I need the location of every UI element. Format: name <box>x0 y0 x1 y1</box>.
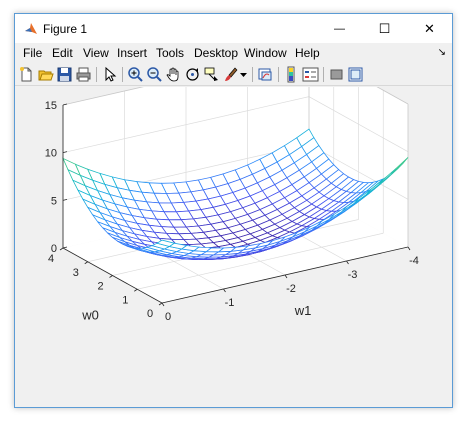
z-tick-label: 0 <box>51 243 57 255</box>
y-tick <box>84 261 88 265</box>
minimize-icon: — <box>334 22 345 35</box>
pan-icon[interactable] <box>165 66 182 83</box>
y-tick <box>109 275 113 278</box>
surface-patch <box>156 239 176 247</box>
close-button[interactable]: ✕ <box>407 14 452 43</box>
y-tick <box>59 247 64 251</box>
figure-window: Figure 1 — ☐ ✕ File Edit View Insert Too… <box>14 13 453 408</box>
legend-icon[interactable] <box>302 66 319 83</box>
link-plot-icon[interactable] <box>257 66 274 83</box>
y-tick-label: 3 <box>73 267 79 279</box>
x-tick-label: -3 <box>348 269 358 281</box>
close-icon: ✕ <box>424 20 435 36</box>
data-cursor-icon[interactable] <box>203 66 220 83</box>
open-file-icon[interactable] <box>37 66 54 83</box>
z-tick <box>62 246 68 249</box>
brush-icon[interactable] <box>222 66 239 83</box>
x-tick <box>346 260 349 265</box>
rotate-3d-icon[interactable] <box>184 66 201 83</box>
hide-plot-tools-icon[interactable] <box>328 66 345 83</box>
y-tick <box>158 302 163 306</box>
z-tick-label: 5 <box>51 195 57 207</box>
menu-desktop[interactable]: Desktop <box>194 46 239 60</box>
z-tick-label: 15 <box>45 100 57 112</box>
zoom-out-icon[interactable] <box>146 66 163 83</box>
y-tick-label: 4 <box>48 253 54 265</box>
menu-view[interactable]: View <box>83 46 109 60</box>
x-tick <box>407 246 411 251</box>
y-tick <box>134 288 138 292</box>
y-tick-label: 2 <box>97 281 103 293</box>
x-tick-label: -1 <box>225 297 235 309</box>
dock-arrow-icon[interactable]: ↘ <box>437 47 446 58</box>
minimize-button[interactable]: — <box>317 14 362 43</box>
grid-line <box>137 232 384 290</box>
print-icon[interactable] <box>75 66 92 83</box>
window-title: Figure 1 <box>43 22 88 36</box>
show-plot-tools-icon[interactable] <box>347 66 364 83</box>
menu-tools[interactable]: Tools <box>156 46 185 60</box>
new-figure-icon[interactable] <box>18 66 35 83</box>
toolbar-separator <box>323 67 324 82</box>
surface-mesh <box>62 128 409 261</box>
y-tick-label: 1 <box>122 294 128 306</box>
menu-file[interactable]: File <box>23 46 43 60</box>
x-tick-label: -4 <box>409 255 419 267</box>
maximize-button[interactable]: ☐ <box>362 14 407 43</box>
menu-help[interactable]: Help <box>295 46 320 60</box>
toolbar-separator <box>122 67 123 82</box>
colorbar-icon[interactable] <box>283 66 300 83</box>
brush-dropdown-icon[interactable] <box>239 66 248 83</box>
zoom-in-icon[interactable] <box>127 66 144 83</box>
z-tick <box>62 198 68 201</box>
menu-edit[interactable]: Edit <box>52 46 73 60</box>
menu-window[interactable]: Window <box>244 46 287 60</box>
menu-insert[interactable]: Insert <box>117 46 148 60</box>
toolbar-separator <box>278 67 279 82</box>
figure-canvas: 0 5 10 15 0 1 2 3 4 0 -1 -2 -3 -4 w1 w0 <box>15 48 452 407</box>
y-tick-label: 0 <box>147 308 153 320</box>
toolbar-separator <box>252 67 253 82</box>
x-tick <box>161 302 165 307</box>
z-tick-label: 10 <box>45 148 57 160</box>
save-icon[interactable] <box>56 66 73 83</box>
x-tick <box>284 274 288 279</box>
matlab-logo-icon <box>25 23 37 34</box>
x-tick-label: -2 <box>286 283 296 295</box>
z-tick <box>62 151 68 154</box>
menu-bar: File Edit View Insert Tools Desktop Wind… <box>15 43 452 63</box>
y-axis-label: w0 <box>81 308 99 323</box>
figure-toolbar <box>15 63 452 86</box>
edit-plot-icon[interactable] <box>101 66 118 83</box>
title-bar: Figure 1 — ☐ ✕ <box>15 14 452 43</box>
z-tick <box>62 103 68 106</box>
maximize-icon: ☐ <box>378 20 391 36</box>
x-tick-label: 0 <box>165 311 171 323</box>
x-axis-label: w1 <box>294 303 312 318</box>
x-tick <box>223 288 226 293</box>
toolbar-separator <box>96 67 97 82</box>
